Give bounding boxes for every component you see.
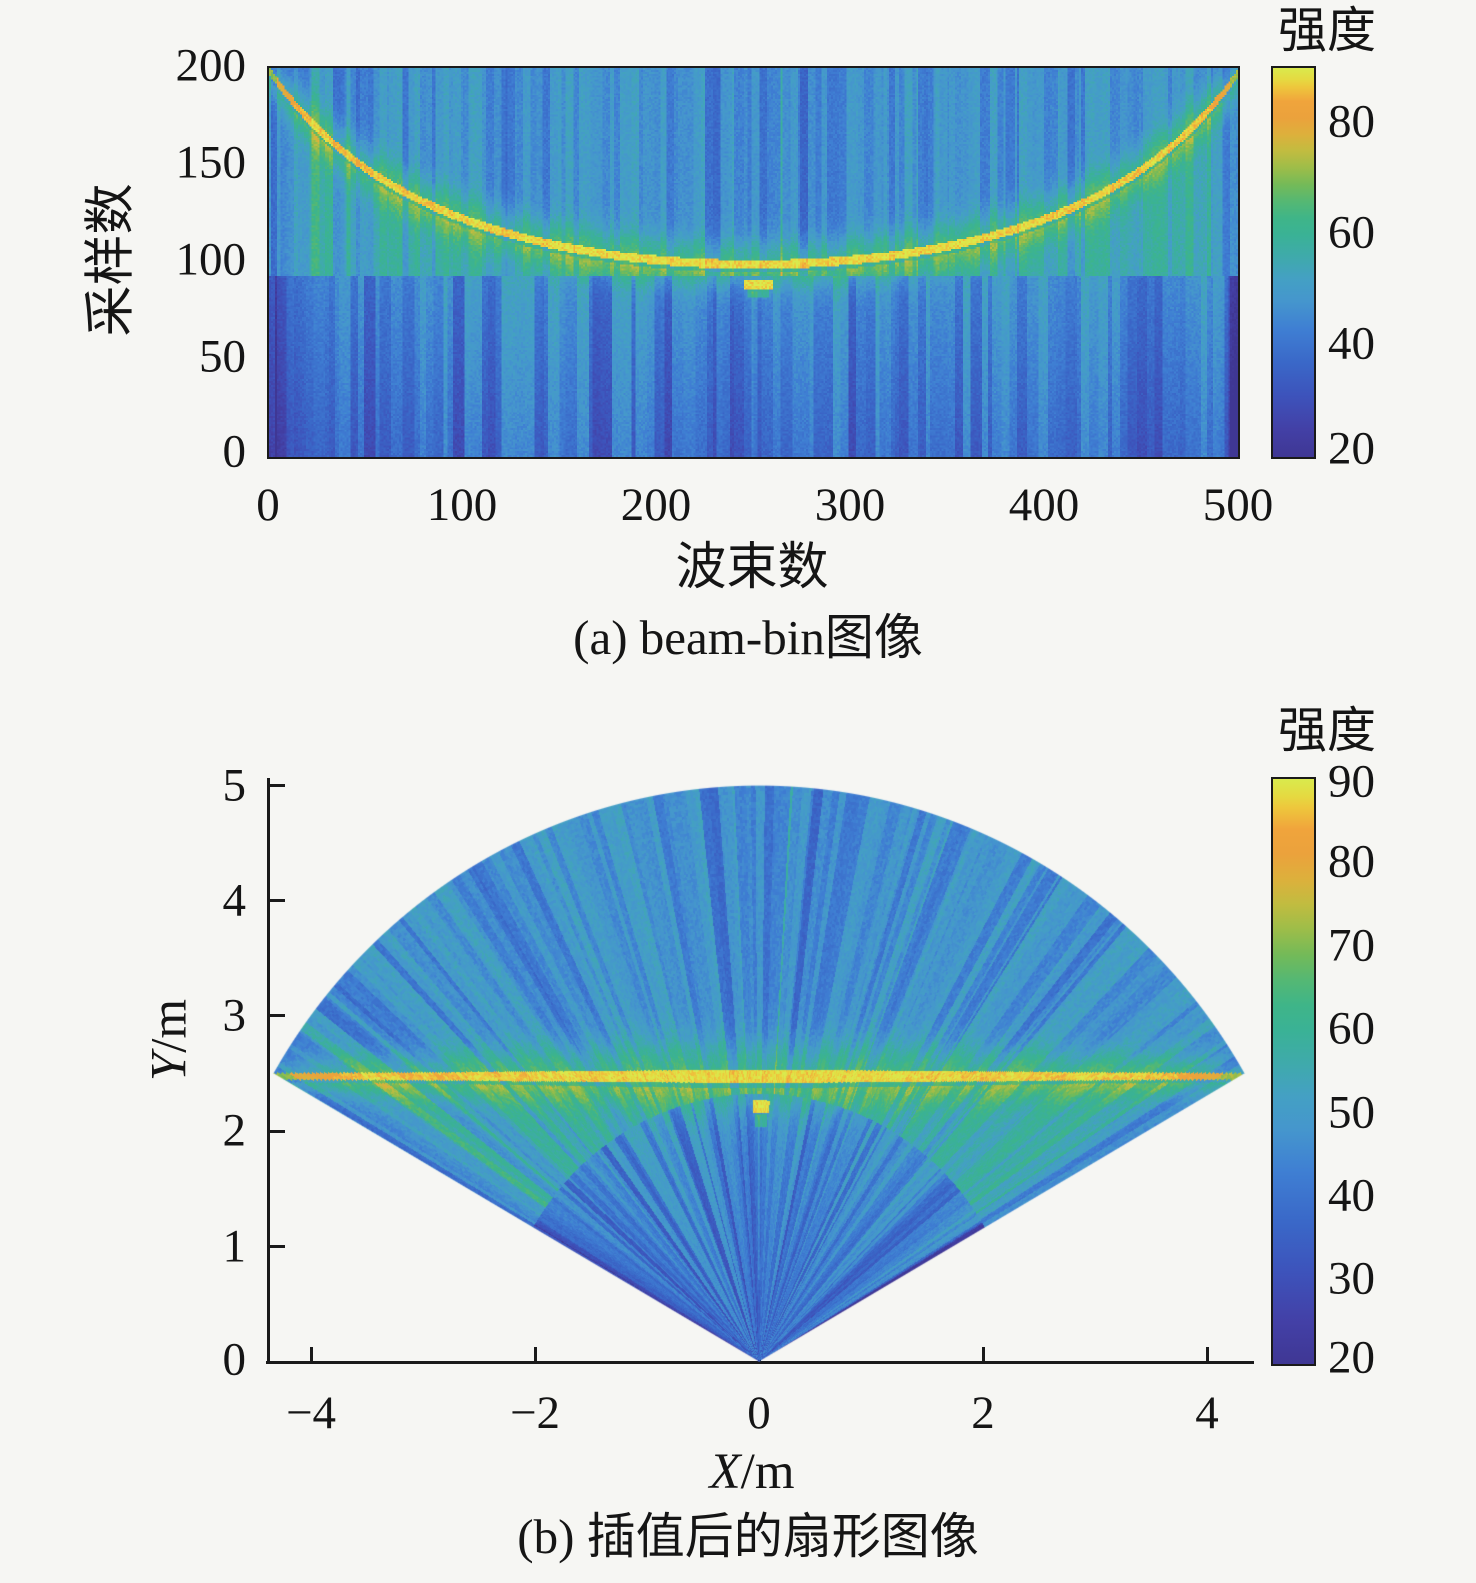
panel-b-y-tick: 0 — [222, 1333, 247, 1386]
panel-b-y-var: Y — [141, 1052, 198, 1082]
panel-a-x-tick: 100 — [426, 479, 498, 531]
panel-a-colorbar-tick: 20 — [1328, 422, 1375, 475]
panel-a-y-tick: 0 — [222, 425, 247, 478]
panel-b-colorbar-tick: 90 — [1328, 755, 1375, 808]
panel-a-y-tick: 150 — [175, 136, 247, 189]
panel-a-colorbar-title: 强度 — [1277, 3, 1377, 58]
panel-a-x-tick: 400 — [1008, 479, 1080, 531]
panel-b-y-tick: 5 — [222, 759, 247, 812]
panel-b-colorbar-title: 强度 — [1277, 703, 1377, 758]
panel-a-x-tick: 0 — [256, 479, 280, 531]
panel-b-x-tick: −2 — [509, 1387, 561, 1439]
panel-a-y-axis-label: 采样数 — [83, 183, 140, 337]
panel-a-colorbar-tick: 60 — [1328, 206, 1375, 259]
panel-a-y-tick: 100 — [175, 233, 247, 286]
panel-b-x-var: X — [709, 1444, 741, 1500]
panel-b-x-axis-label: X/m — [710, 1447, 795, 1498]
panel-b-y-tick: 3 — [222, 989, 247, 1042]
panel-b-colorbar-tick: 60 — [1328, 1002, 1375, 1055]
panel-b-colorbar-tick: 30 — [1328, 1252, 1375, 1305]
panel-b-y-tick: 1 — [222, 1220, 247, 1273]
panel-b-y-tick: 2 — [222, 1104, 247, 1157]
panel-b-caption: (b) 插值后的扇形图像 — [517, 1509, 979, 1564]
panel-a-y-tick: 200 — [175, 39, 247, 92]
panel-b-x-tick: 2 — [971, 1387, 995, 1439]
panel-b-x-unit: /m — [740, 1444, 795, 1500]
panel-a-x-tick: 200 — [620, 479, 692, 531]
panel-b-colorbar — [1271, 777, 1316, 1366]
panel-a-caption: (a) beam-bin图像 — [573, 610, 923, 665]
panel-a-x-tick: 300 — [814, 479, 886, 531]
panel-b-x-axis — [266, 1361, 1254, 1364]
panel-a-colorbar-tick: 40 — [1328, 317, 1375, 370]
panel-a-colorbar — [1271, 66, 1316, 459]
panel-b-x-tick: 0 — [747, 1387, 771, 1439]
panel-b-y-tick: 4 — [222, 874, 247, 927]
panel-b-colorbar-tick: 80 — [1328, 835, 1375, 888]
panel-a-y-tick: 50 — [199, 330, 246, 383]
panel-a-x-tick: 500 — [1202, 479, 1274, 531]
panel-a-colorbar-tick: 80 — [1328, 95, 1375, 148]
fan-heatmap-canvas — [265, 762, 1253, 1362]
panel-b-x-tick: 4 — [1195, 1387, 1219, 1439]
panel-b-colorbar-tick: 50 — [1328, 1086, 1375, 1139]
panel-b-colorbar-tick: 40 — [1328, 1169, 1375, 1222]
panel-b-colorbar-tick: 70 — [1328, 919, 1375, 972]
beam-bin-heatmap-canvas — [269, 68, 1238, 457]
panel-a-x-axis-label: 波束数 — [675, 540, 829, 596]
beam-bin-plot-area — [267, 66, 1240, 459]
panel-b-colorbar-tick: 20 — [1328, 1331, 1375, 1384]
panel-b-x-tick: −4 — [285, 1387, 337, 1439]
